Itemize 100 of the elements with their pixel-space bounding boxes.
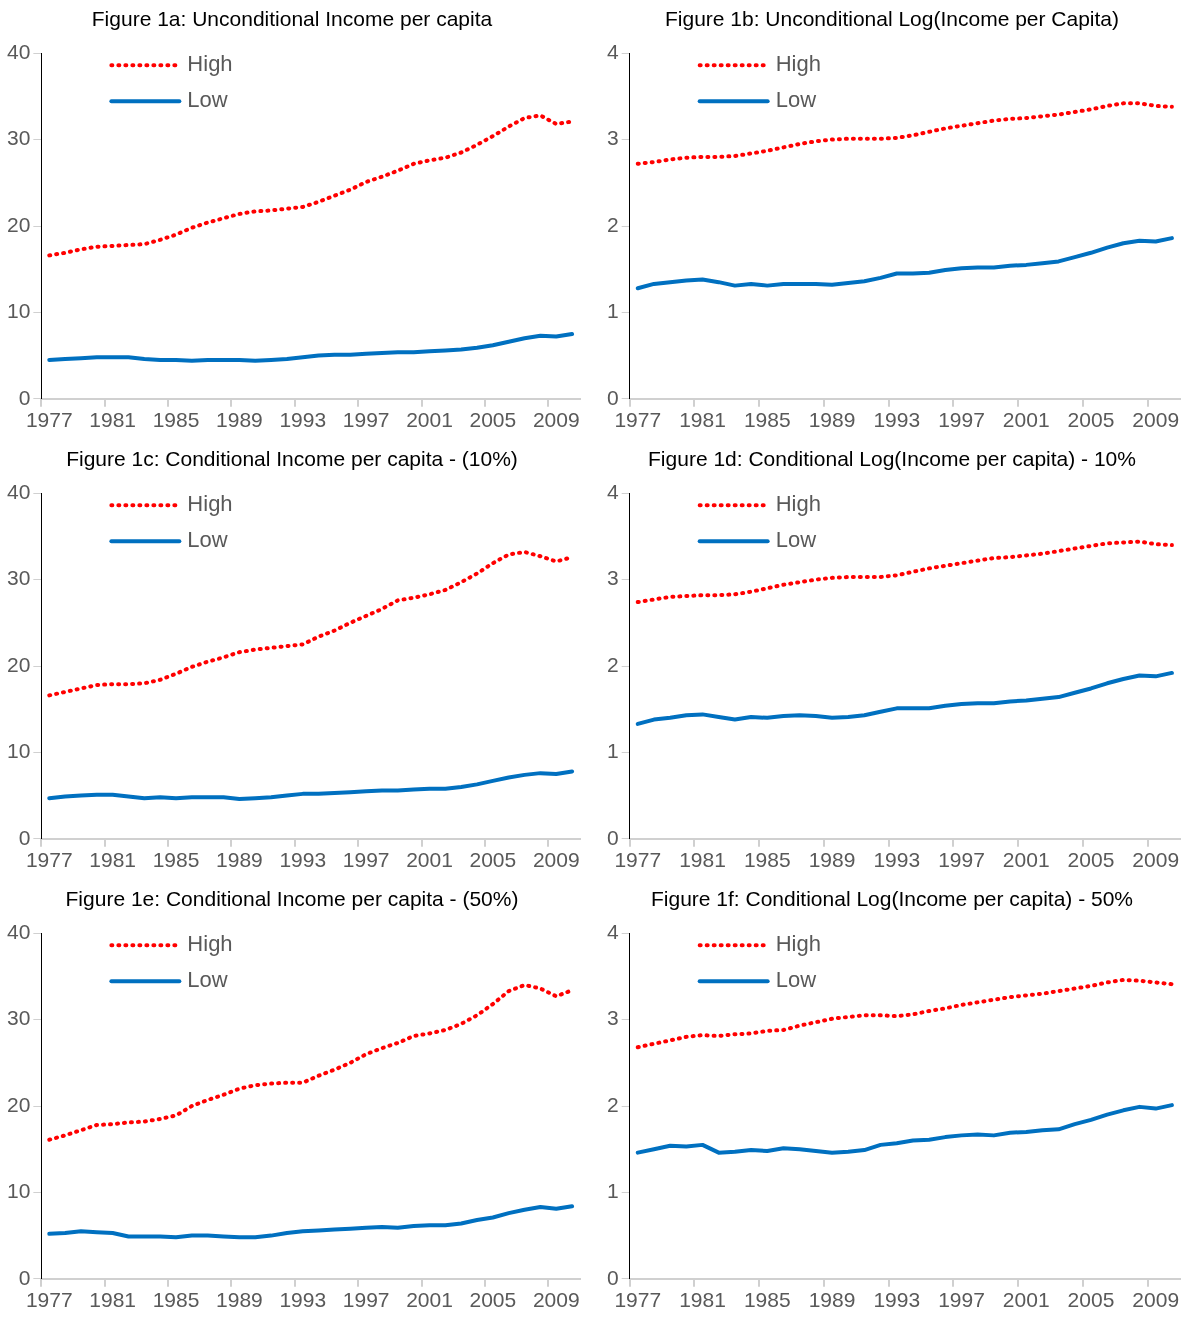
x-tick-label: 1981 bbox=[679, 408, 726, 432]
y-tick-label: 2 bbox=[606, 1092, 619, 1116]
legend-label: High bbox=[187, 491, 233, 517]
y-tick-label: 1 bbox=[606, 1179, 619, 1203]
x-tick-label: 1993 bbox=[279, 1288, 327, 1312]
y-tick-label: 4 bbox=[606, 40, 619, 63]
x-tick-label: 2005 bbox=[469, 848, 517, 872]
y-tick-label: 40 bbox=[7, 920, 31, 943]
x-tick-label: 1985 bbox=[743, 848, 791, 872]
y-tick-label: 0 bbox=[606, 1265, 619, 1289]
x-tick-label: 1985 bbox=[152, 848, 200, 872]
chart-title: Figure 1b: Unconditional Log(Income per Capita) bbox=[664, 7, 1120, 31]
x-tick-label: 2001 bbox=[406, 848, 453, 872]
y-tick-label: 10 bbox=[7, 299, 31, 323]
x-tick-label: 1985 bbox=[743, 1288, 791, 1312]
y-tick-label: 20 bbox=[7, 212, 31, 236]
x-tick-label: 1993 bbox=[279, 408, 327, 432]
x-tick-label: 1997 bbox=[342, 1288, 390, 1312]
x-tick-label: 1997 bbox=[938, 1288, 985, 1312]
chart-title: Figure 1a: Unconditional Income per capita bbox=[91, 7, 493, 31]
x-tick-label: 1981 bbox=[89, 1288, 137, 1312]
y-tick-label: 10 bbox=[7, 1179, 31, 1203]
chart-title: Figure 1c: Conditional Income per capita - (10%) bbox=[66, 447, 518, 471]
y-tick-label: 20 bbox=[7, 652, 31, 676]
x-tick-label: 1997 bbox=[342, 848, 390, 872]
y-tick-label: 30 bbox=[7, 1006, 31, 1030]
legend-label: High bbox=[775, 51, 821, 77]
legend-label: High bbox=[187, 931, 233, 957]
y-tick-label: 0 bbox=[606, 825, 619, 849]
legend-label: High bbox=[775, 931, 821, 957]
y-tick-label: 30 bbox=[7, 126, 31, 150]
x-tick-label: 1997 bbox=[938, 848, 985, 872]
y-tick-label: 2 bbox=[606, 212, 619, 236]
y-tick-label: 3 bbox=[606, 566, 619, 590]
y-tick-label: 4 bbox=[606, 480, 619, 503]
y-tick-label: 10 bbox=[7, 739, 31, 763]
x-tick-label: 1981 bbox=[89, 848, 137, 872]
x-tick-label: 1993 bbox=[873, 1288, 921, 1312]
y-tick-label: 40 bbox=[7, 480, 31, 503]
x-tick-label: 2009 bbox=[532, 1288, 580, 1312]
y-tick-label: 40 bbox=[7, 40, 31, 63]
legend-label: Low bbox=[187, 527, 228, 553]
y-tick-label: 2 bbox=[606, 652, 619, 676]
x-tick-label: 2005 bbox=[469, 1288, 517, 1312]
x-tick-label: 1977 bbox=[614, 848, 662, 872]
x-tick-label: 1981 bbox=[89, 408, 137, 432]
y-tick-label: 0 bbox=[18, 825, 31, 849]
x-tick-label: 2009 bbox=[1132, 408, 1180, 432]
x-tick-label: 1977 bbox=[614, 1288, 662, 1312]
x-tick-label: 2001 bbox=[1002, 408, 1050, 432]
x-tick-label: 1985 bbox=[743, 408, 791, 432]
legend-label: Low bbox=[187, 967, 228, 993]
legend-label: Low bbox=[775, 527, 817, 553]
legend-label: High bbox=[187, 51, 233, 77]
x-tick-label: 1993 bbox=[873, 848, 921, 872]
x-tick-label: 1989 bbox=[808, 848, 856, 872]
x-tick-label: 1993 bbox=[279, 848, 327, 872]
x-tick-label: 2001 bbox=[406, 1288, 453, 1312]
y-tick-label: 0 bbox=[18, 1265, 31, 1289]
x-tick-label: 1977 bbox=[25, 848, 73, 872]
chart-title: Figure 1d: Conditional Log(Income per capita) - 10% bbox=[648, 447, 1136, 471]
legend-label: Low bbox=[775, 87, 817, 113]
x-tick-label: 2009 bbox=[532, 848, 580, 872]
x-tick-label: 1985 bbox=[152, 1288, 200, 1312]
x-tick-label: 1977 bbox=[614, 408, 662, 432]
x-tick-label: 1997 bbox=[342, 408, 390, 432]
x-tick-label: 1989 bbox=[808, 408, 856, 432]
x-tick-label: 1989 bbox=[216, 408, 263, 432]
x-tick-label: 1993 bbox=[873, 408, 921, 432]
x-tick-label: 2009 bbox=[1132, 848, 1180, 872]
x-tick-label: 2005 bbox=[1067, 408, 1115, 432]
x-tick-label: 1989 bbox=[216, 1288, 263, 1312]
x-tick-label: 2009 bbox=[1132, 1288, 1180, 1312]
x-tick-label: 1977 bbox=[25, 1288, 73, 1312]
y-tick-label: 20 bbox=[7, 1092, 31, 1116]
x-tick-label: 2001 bbox=[1002, 1288, 1050, 1312]
chart-title: Figure 1f: Conditional Log(Income per capita) - 50% bbox=[650, 887, 1134, 911]
y-tick-label: 1 bbox=[606, 299, 619, 323]
x-tick-label: 2005 bbox=[1067, 848, 1115, 872]
chart-title: Figure 1e: Conditional Income per capita - (50%) bbox=[65, 887, 519, 911]
x-tick-label: 2001 bbox=[406, 408, 453, 432]
y-tick-label: 3 bbox=[606, 126, 619, 150]
x-tick-label: 1985 bbox=[152, 408, 200, 432]
x-tick-label: 2005 bbox=[1067, 1288, 1115, 1312]
x-tick-label: 1977 bbox=[25, 408, 73, 432]
x-tick-label: 1989 bbox=[216, 848, 263, 872]
legend-label: High bbox=[775, 491, 821, 517]
x-tick-label: 1981 bbox=[679, 848, 726, 872]
x-tick-label: 1989 bbox=[808, 1288, 856, 1312]
x-tick-label: 1997 bbox=[938, 408, 985, 432]
x-tick-label: 2001 bbox=[1002, 848, 1050, 872]
y-tick-label: 4 bbox=[606, 920, 619, 943]
y-tick-label: 1 bbox=[606, 739, 619, 763]
y-tick-label: 3 bbox=[606, 1006, 619, 1030]
y-tick-label: 0 bbox=[606, 385, 619, 409]
y-tick-label: 0 bbox=[18, 385, 31, 409]
x-tick-label: 2005 bbox=[469, 408, 517, 432]
x-tick-label: 2009 bbox=[532, 408, 580, 432]
legend-label: Low bbox=[775, 967, 817, 993]
x-tick-label: 1981 bbox=[679, 1288, 726, 1312]
